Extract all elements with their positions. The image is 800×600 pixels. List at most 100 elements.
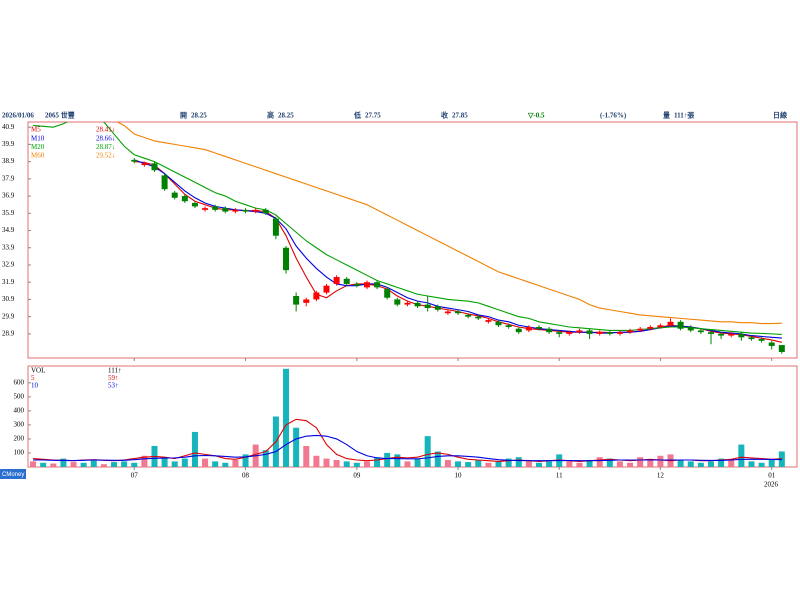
candle-body bbox=[667, 321, 674, 326]
legend-name: M60 bbox=[31, 152, 45, 160]
volume-bar bbox=[141, 455, 148, 467]
stock: 2065 世豐 bbox=[45, 111, 75, 120]
axes: 40.9 39.9 38.9 37.9 36.9 35.9 34.9 33.9 32.9 31.9… bbox=[2, 123, 776, 480]
volume-bar bbox=[212, 461, 219, 467]
candle-body bbox=[697, 330, 704, 333]
candle-body bbox=[222, 208, 229, 212]
date: 2026/01/06 bbox=[2, 112, 34, 120]
volume-bar bbox=[465, 462, 472, 467]
year-label: 2026 bbox=[764, 481, 779, 489]
candle-body bbox=[283, 247, 290, 271]
volume-bar bbox=[353, 462, 360, 467]
legend-value: 29.52↓ bbox=[96, 152, 115, 160]
x-tick-label: 01 bbox=[768, 472, 776, 480]
volume-bar bbox=[363, 461, 370, 467]
volume-bar bbox=[111, 462, 118, 467]
candle-body bbox=[718, 333, 725, 336]
legend-value: 53↑ bbox=[108, 382, 119, 390]
volume-bar bbox=[586, 459, 593, 467]
volume-bar bbox=[171, 461, 178, 467]
y-tick-label: 400 bbox=[14, 406, 25, 414]
high-label: 高 bbox=[267, 111, 274, 120]
candle-body bbox=[778, 345, 785, 352]
y-tick-label: 28.9 bbox=[2, 329, 15, 337]
candle-body bbox=[374, 282, 381, 288]
candle-body bbox=[181, 196, 188, 202]
y-tick-label: 33.9 bbox=[2, 243, 15, 251]
candle-body bbox=[606, 332, 613, 334]
candle-body bbox=[637, 328, 644, 331]
candle-body bbox=[323, 285, 330, 293]
volume-bar bbox=[232, 459, 239, 467]
volume-bar bbox=[50, 463, 57, 467]
volume-bar bbox=[80, 462, 87, 467]
y-tick-label: 300 bbox=[14, 421, 25, 429]
candle-body bbox=[738, 333, 745, 338]
candle-body bbox=[394, 299, 401, 305]
high-value: 28.25 bbox=[278, 112, 294, 120]
volume-bar bbox=[728, 459, 735, 467]
y-tick-label: 38.9 bbox=[2, 157, 15, 165]
y-tick-label: 32.9 bbox=[2, 261, 15, 269]
candle-body bbox=[768, 342, 775, 346]
volume-bar bbox=[121, 461, 128, 467]
volume-bar bbox=[333, 459, 340, 467]
candle-body bbox=[252, 209, 259, 212]
volume-bar bbox=[293, 427, 300, 467]
candle-body bbox=[505, 325, 512, 327]
legend-name: M5 bbox=[31, 126, 41, 134]
candle-body bbox=[707, 332, 714, 334]
volume-bar bbox=[222, 462, 229, 467]
volume-bar bbox=[384, 452, 391, 467]
candle-body bbox=[758, 339, 765, 341]
ma-line bbox=[33, 434, 782, 462]
candle-body bbox=[596, 332, 603, 334]
volume-plot bbox=[30, 368, 785, 467]
candle-body bbox=[212, 206, 219, 210]
candle-body bbox=[313, 292, 320, 300]
y-tick-label: 500 bbox=[14, 392, 25, 400]
header: 2026/01/06 2065 世豐 開 28.25 高 28.25 低 27.… bbox=[2, 111, 787, 120]
legend-value: 28.66↓ bbox=[96, 134, 115, 142]
volume-bar bbox=[697, 462, 704, 467]
x-tick-label: 12 bbox=[657, 472, 665, 480]
volume-bar bbox=[131, 462, 138, 467]
volume-bar bbox=[455, 461, 462, 467]
candle-body bbox=[161, 175, 168, 190]
candle-body bbox=[151, 163, 158, 171]
candle-body bbox=[546, 328, 553, 333]
candle-body bbox=[566, 332, 573, 334]
candle-body bbox=[404, 302, 411, 305]
candle-body bbox=[465, 314, 472, 317]
volume-bar bbox=[414, 458, 421, 467]
period: 日線 bbox=[773, 111, 787, 120]
volume-value: 111↑張 bbox=[674, 111, 695, 120]
candle-body bbox=[141, 163, 148, 166]
candle-body bbox=[202, 208, 209, 210]
low-value: 27.75 bbox=[365, 112, 381, 120]
legend-name: 5 bbox=[31, 374, 35, 382]
candle-body bbox=[303, 299, 310, 303]
volume-bar bbox=[505, 458, 512, 467]
volume-bar bbox=[394, 454, 401, 467]
x-tick-label: 11 bbox=[556, 472, 563, 480]
volume-bar bbox=[485, 462, 492, 467]
volume-panel bbox=[27, 365, 798, 468]
candle-body bbox=[677, 321, 684, 329]
y-tick-label: 100 bbox=[14, 449, 25, 457]
candle-body bbox=[535, 326, 542, 329]
candle-body bbox=[384, 289, 391, 298]
candle-body bbox=[343, 278, 350, 284]
ma-line bbox=[33, 122, 782, 335]
ma-line bbox=[116, 122, 782, 325]
volume-bar bbox=[313, 455, 320, 467]
candle-body bbox=[191, 202, 198, 207]
volume-bar bbox=[161, 457, 168, 467]
volume-bar bbox=[647, 459, 654, 467]
candle-body bbox=[272, 218, 279, 236]
volume-bar bbox=[495, 461, 502, 467]
legend-value: 28.87↓ bbox=[96, 143, 115, 151]
volume-bar bbox=[627, 462, 634, 467]
candle-body bbox=[171, 192, 178, 198]
